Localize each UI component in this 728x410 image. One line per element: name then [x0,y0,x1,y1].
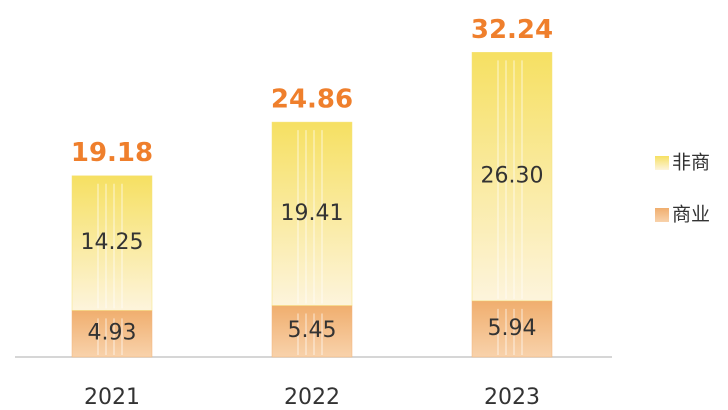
legend-label: 非商 [672,152,710,174]
data-label: 5.45 [288,318,337,343]
data-label: 5.94 [488,316,537,341]
data-label: 14.25 [81,230,144,255]
legend-label: 商业 [672,204,710,226]
data-label: 26.30 [481,164,544,189]
total-label: 19.18 [71,138,153,168]
x-tick-label: 2021 [84,385,140,410]
data-label: 4.93 [88,321,137,346]
bar-segment [471,52,553,302]
bar-segment [271,121,353,306]
legend-swatch [655,208,669,222]
bar-segment [71,175,153,311]
total-label: 32.24 [471,15,553,45]
data-label: 19.41 [281,201,344,226]
bar-segment [271,305,353,358]
bar-segment [71,310,153,358]
x-tick-label: 2023 [484,385,540,410]
legend-swatch [655,156,669,170]
bar-segment [471,300,553,358]
total-label: 24.86 [271,85,353,115]
x-tick-label: 2022 [284,385,340,410]
